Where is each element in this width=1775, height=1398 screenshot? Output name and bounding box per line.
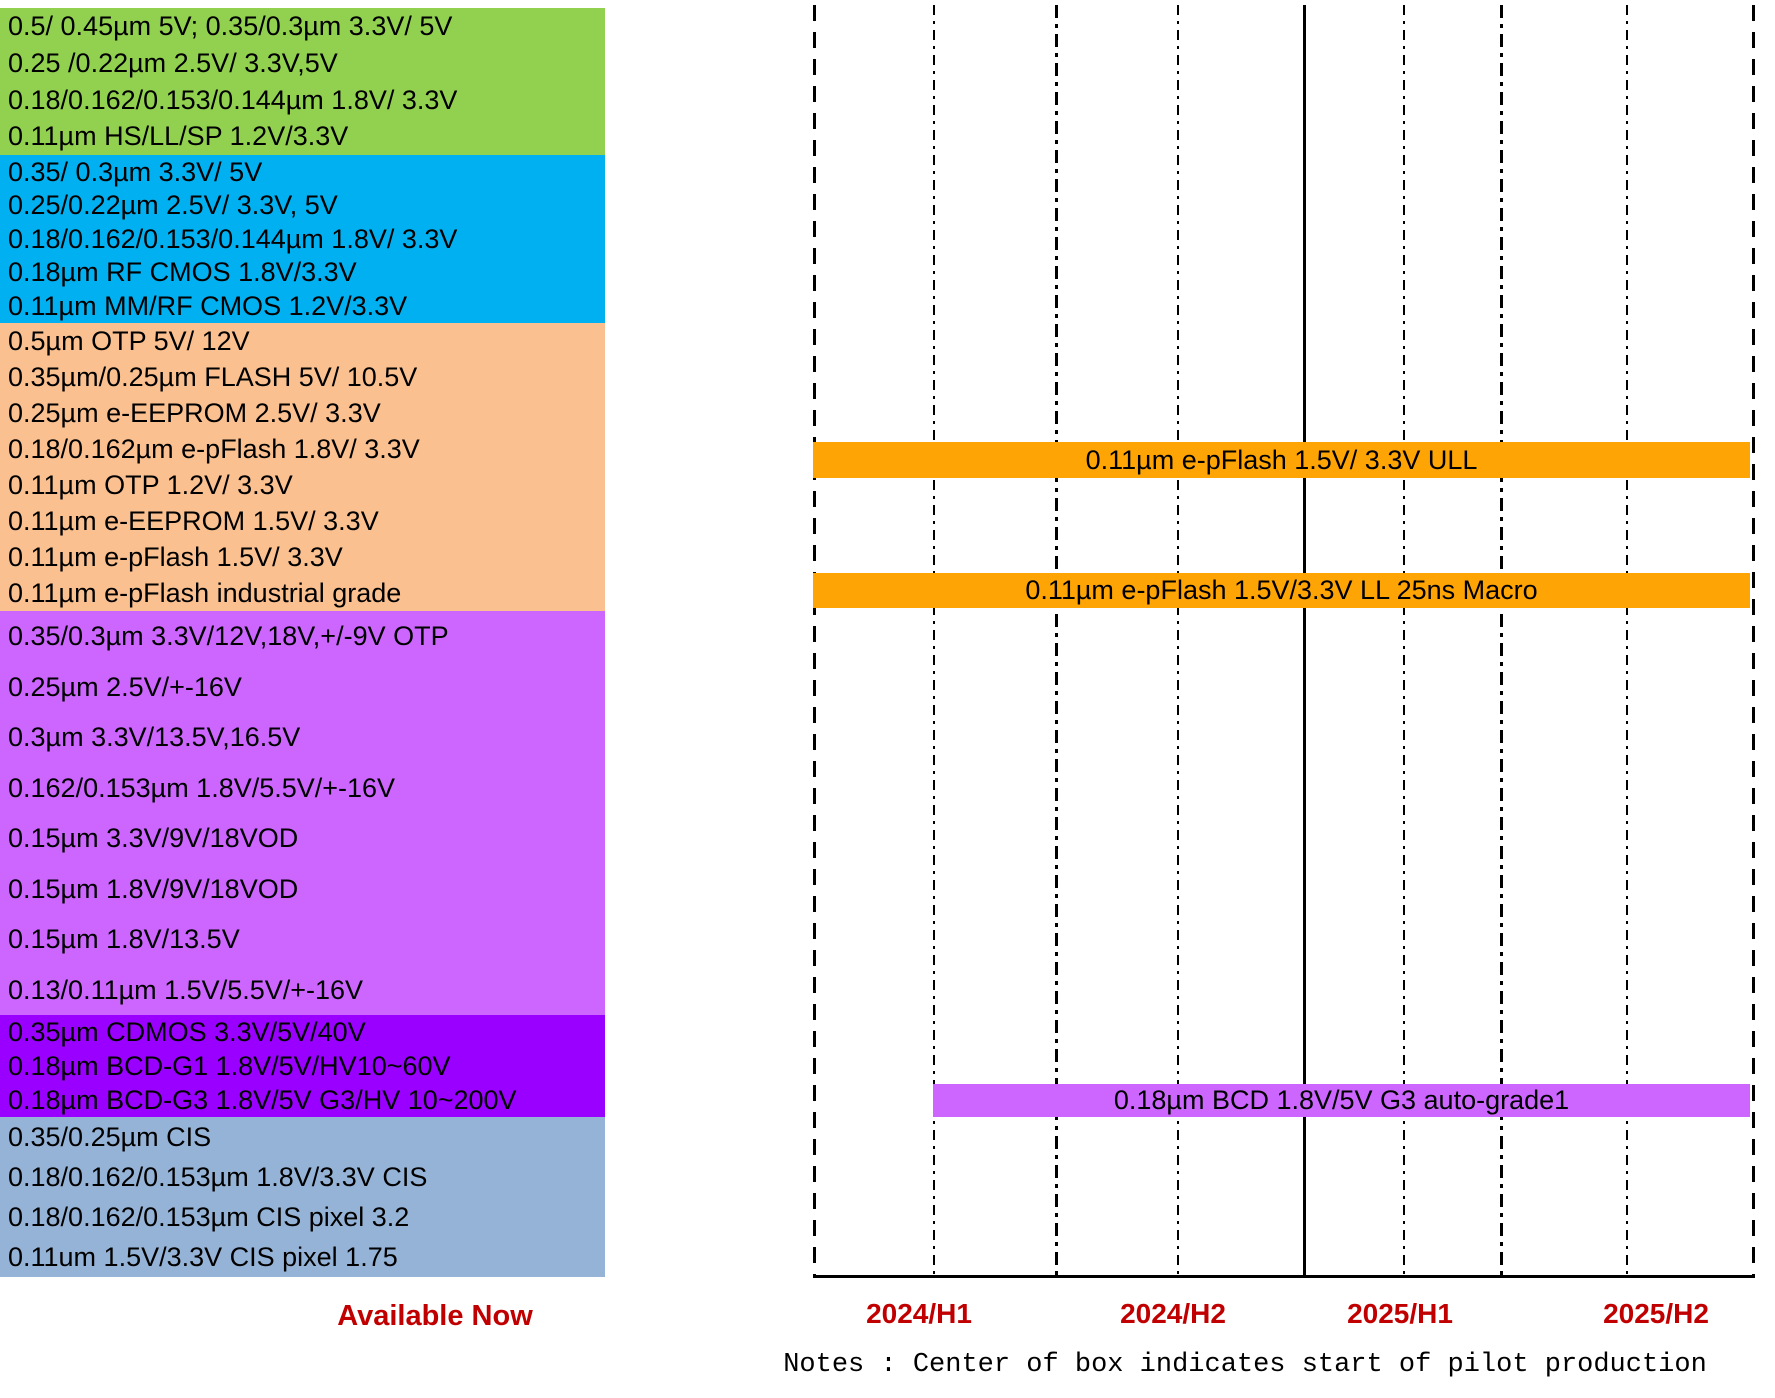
axis-label-2025h1: 2025/H1 (1347, 1298, 1453, 1329)
tech-line: 0.11µm HS/LL/SP 1.2V/3.3V (8, 121, 349, 152)
roadmap-bar-epflash-ll-macro: 0.11µm e-pFlash 1.5V/3.3V LL 25ns Macro (813, 573, 1750, 608)
tech-line: 0.35µm CDMOS 3.3V/5V/40V (8, 1016, 366, 1047)
gridline-mid-2025h1 (1403, 5, 1405, 1277)
tech-line: 0.15µm 1.8V/13.5V (8, 924, 240, 955)
gridline-mid-2025h2 (1626, 5, 1628, 1277)
tech-line: 0.35/0.25µm CIS (8, 1121, 212, 1152)
roadmap-bar-epflash-ull: 0.11µm e-pFlash 1.5V/ 3.3V ULL (813, 442, 1750, 478)
tech-line: 0.18/0.162/0.153µm 1.8V/3.3V CIS (8, 1161, 428, 1192)
tech-line: 0.35/ 0.3µm 3.3V/ 5V (8, 156, 263, 187)
gridline-2025h1-2025h2 (1500, 5, 1503, 1277)
tech-line: 0.11µm OTP 1.2V/ 3.3V (8, 469, 293, 500)
tech-block-cis: 0.35/0.25µm CIS 0.18/0.162/0.153µm 1.8V/… (0, 1117, 605, 1277)
timeline-x-axis (813, 1275, 1755, 1278)
tech-line: 0.18µm BCD-G1 1.8V/5V/HV10~60V (8, 1050, 451, 1081)
tech-line: 0.35/0.3µm 3.3V/12V,18V,+/-9V OTP (8, 621, 449, 652)
tech-line: 0.15µm 1.8V/9V/18VOD (8, 873, 299, 904)
axis-label-2024h2: 2024/H2 (1120, 1298, 1226, 1329)
tech-line: 0.11µm MM/RF CMOS 1.2V/3.3V (8, 291, 408, 321)
gridline-2024h1-2024h2 (1055, 5, 1058, 1277)
axis-label-2025h2: 2025/H2 (1603, 1298, 1709, 1329)
tech-line: 0.25µm 2.5V/+-16V (8, 671, 242, 702)
tech-line: 0.11µm e-pFlash industrial grade (8, 577, 402, 608)
tech-line: 0.18µm BCD-G3 1.8V/5V G3/HV 10~200V (8, 1084, 517, 1115)
tech-line: 0.18/0.162/0.153/0.144µm 1.8V/ 3.3V (8, 84, 458, 115)
tech-line: 0.25/0.22µm 2.5V/ 3.3V, 5V (8, 190, 338, 221)
tech-block-hi-voltage: 0.35/0.3µm 3.3V/12V,18V,+/-9V OTP 0.25µm… (0, 611, 605, 1015)
gridline-mid-2024h2 (1177, 5, 1179, 1277)
tech-line: 0.25µm e-EEPROM 2.5V/ 3.3V (8, 397, 381, 428)
tech-line: 0.5µm OTP 5V/ 12V (8, 325, 250, 356)
tech-line: 0.18/0.162µm e-pFlash 1.8V/ 3.3V (8, 433, 420, 464)
axis-label-2024h1: 2024/H1 (866, 1298, 972, 1329)
gridline-mid-2024h1 (933, 5, 935, 1277)
tech-block-bcd: 0.35µm CDMOS 3.3V/5V/40V 0.18µm BCD-G1 1… (0, 1015, 605, 1117)
tech-block-mix-mode: 0.35/ 0.3µm 3.3V/ 5V 0.25/0.22µm 2.5V/ 3… (0, 155, 605, 323)
tech-line: 0.162/0.153µm 1.8V/5.5V/+-16V (8, 772, 396, 803)
tech-line: 0.18/0.162/0.153/0.144µm 1.8V/ 3.3V (8, 223, 458, 254)
tech-line: 0.5/ 0.45µm 5V; 0.35/0.3µm 3.3V/ 5V (8, 11, 453, 42)
gridline-now-marker (1303, 5, 1306, 1277)
notes-text: Notes : Center of box indicates start of… (783, 1350, 1707, 1380)
gridline-left-edge (813, 5, 816, 1277)
tech-line: 0.35µm/0.25µm FLASH 5V/ 10.5V (8, 361, 418, 392)
tech-line: 0.18µm RF CMOS 1.8V/3.3V (8, 257, 357, 288)
tech-line: 0.11µm e-pFlash 1.5V/ 3.3V (8, 541, 343, 572)
tech-line: 0.13/0.11µm 1.5V/5.5V/+-16V (8, 974, 364, 1005)
tech-line: 0.3µm 3.3V/13.5V,16.5V (8, 722, 301, 753)
gridline-right-edge (1752, 5, 1755, 1277)
available-now-label: Available Now (337, 1300, 533, 1332)
tech-line: 0.18/0.162/0.153µm CIS pixel 3.2 (8, 1201, 410, 1232)
roadmap-bar-bcd-auto-grade: 0.18µm BCD 1.8V/5V G3 auto-grade1 (933, 1084, 1750, 1117)
tech-line: 0.15µm 3.3V/9V/18VOD (8, 823, 299, 854)
tech-block-nvm: 0.5µm OTP 5V/ 12V 0.35µm/0.25µm FLASH 5V… (0, 323, 605, 611)
tech-block-logic: 0.5/ 0.45µm 5V; 0.35/0.3µm 3.3V/ 5V 0.25… (0, 8, 605, 155)
tech-line: 0.25 /0.22µm 2.5V/ 3.3V,5V (8, 47, 338, 78)
tech-line: 0.11um 1.5V/3.3V CIS pixel 1.75 (8, 1241, 398, 1272)
tech-line: 0.11µm e-EEPROM 1.5V/ 3.3V (8, 505, 379, 536)
